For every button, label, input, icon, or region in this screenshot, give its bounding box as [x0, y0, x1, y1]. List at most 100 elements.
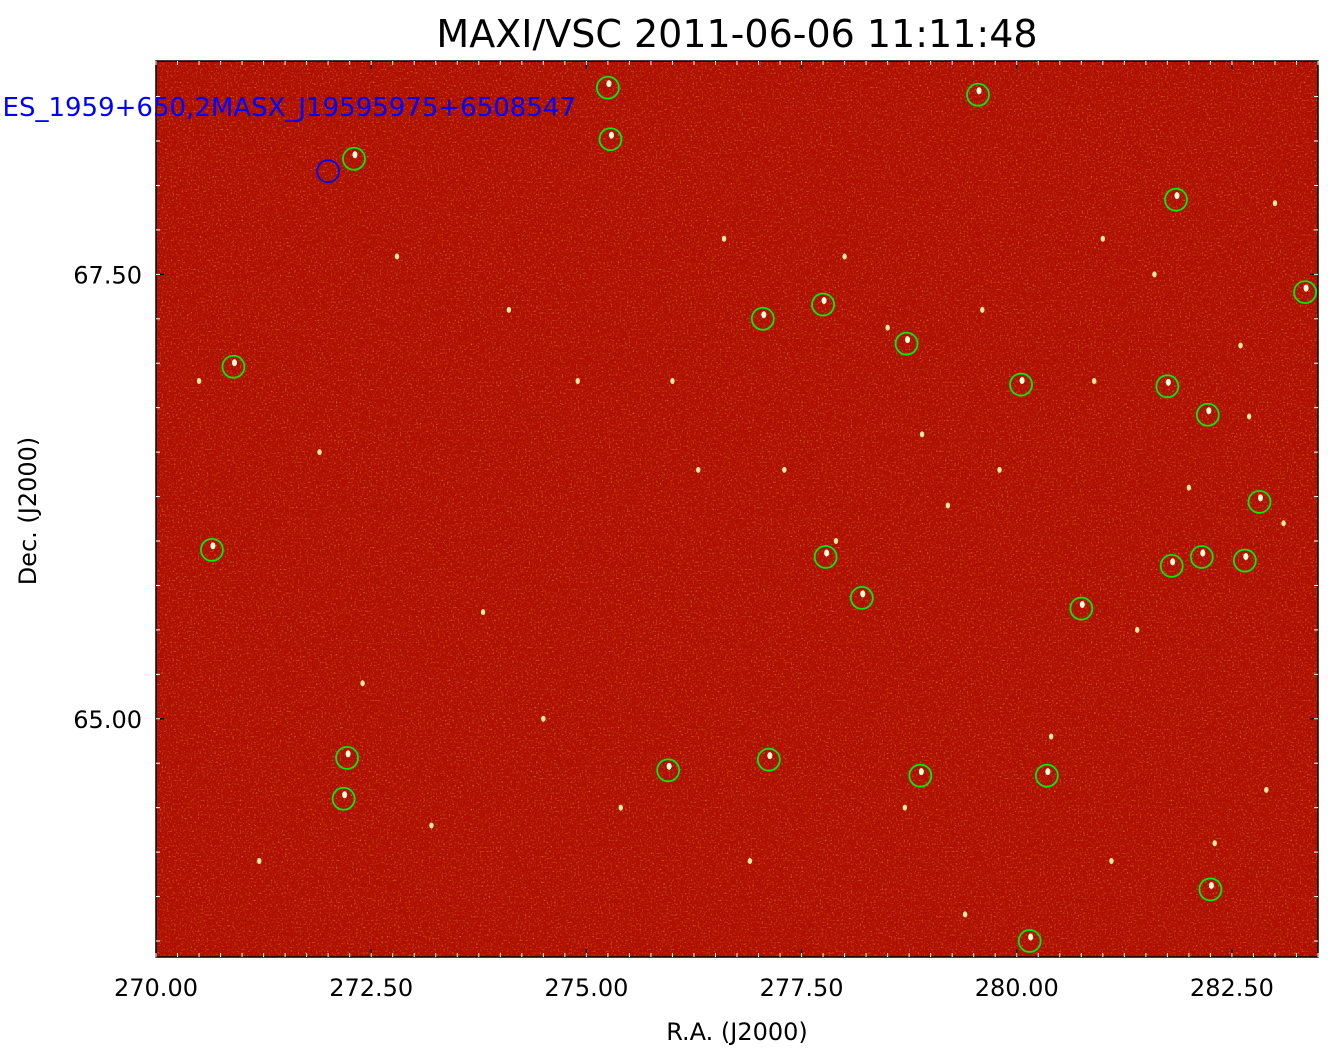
- source-spot: [342, 791, 348, 799]
- source-spot: [1020, 1012, 1025, 1019]
- tick-labels: 270.00 272.50 275.00 277.50 280.00 282.50 67.5…: [73, 261, 1274, 1002]
- y-tick-label: 65.00: [73, 706, 142, 734]
- source-marker: [1164, 187, 1188, 212]
- bright-spots: [196, 200, 1286, 1003]
- source-spot: [905, 336, 911, 344]
- source-spot: [865, 980, 870, 987]
- source-spot: [860, 590, 866, 598]
- source-spot: [1303, 284, 1309, 292]
- source-marker: [750, 306, 775, 331]
- x-tick-label: 280.00: [975, 974, 1059, 1002]
- source-marker: [331, 786, 356, 811]
- source-spot: [1019, 377, 1025, 385]
- source-marker: [908, 763, 933, 788]
- target-source-label: 1ES_1959+650,2MASX_J19595975+6508547: [0, 93, 576, 123]
- source-marker: [1034, 763, 1059, 788]
- source-marker: [756, 747, 781, 772]
- bright-spot: [1092, 378, 1097, 384]
- bright-spot: [1264, 786, 1269, 793]
- source-spot: [1243, 553, 1249, 561]
- x-tick-label: 282.50: [1190, 974, 1274, 1002]
- target-source-circle: [316, 159, 341, 184]
- bright-spot: [394, 253, 400, 260]
- source-marker: [1017, 929, 1042, 953]
- x-tick-label: 275.00: [544, 974, 628, 1002]
- bright-spot: [429, 822, 434, 829]
- axis-ticks: [155, 61, 1319, 957]
- source-spot: [606, 80, 612, 88]
- source-marker: [849, 585, 874, 610]
- source-marker: [966, 82, 990, 107]
- source-spot: [976, 87, 982, 95]
- source-spot: [1206, 407, 1212, 415]
- source-markers: [200, 75, 1317, 1040]
- source-marker: [1247, 489, 1272, 514]
- bright-spot: [885, 324, 890, 331]
- source-marker: [894, 331, 919, 356]
- source-marker: [1232, 548, 1257, 573]
- source-marker: [598, 127, 623, 152]
- source-marker: [342, 146, 366, 171]
- bright-spot: [842, 253, 847, 260]
- plot-area: [156, 61, 1318, 1040]
- source-spot: [761, 311, 767, 319]
- bright-spot: [618, 804, 623, 811]
- source-marker: [1009, 372, 1033, 397]
- bright-spot: [1238, 342, 1243, 349]
- source-spot: [824, 549, 830, 557]
- bright-spot: [1048, 733, 1054, 740]
- sky-bright-noise: [156, 61, 1318, 957]
- source-spot: [1174, 1003, 1179, 1010]
- y-tick-label: 67.50: [73, 261, 142, 289]
- source-marker: [811, 292, 835, 317]
- bright-spot: [1135, 626, 1140, 633]
- source-spot: [821, 297, 827, 305]
- source-spot: [1165, 378, 1171, 386]
- x-tick-label: 272.50: [329, 974, 413, 1002]
- bright-spot: [257, 858, 262, 864]
- bright-spot: [1186, 484, 1192, 491]
- source-spot: [1235, 1033, 1240, 1040]
- bright-spot: [196, 378, 202, 384]
- source-marker: [335, 745, 359, 770]
- bright-spot: [1212, 840, 1217, 847]
- source-spot: [1200, 549, 1206, 557]
- source-spot: [666, 762, 672, 770]
- bright-spot: [541, 715, 546, 722]
- bright-spot: [1152, 271, 1157, 278]
- source-spot: [608, 131, 614, 139]
- source-spot: [1170, 558, 1176, 566]
- source-spot: [1174, 192, 1180, 200]
- bright-spot: [919, 431, 925, 438]
- bright-spot: [1109, 858, 1114, 864]
- bright-spot: [214, 997, 218, 1003]
- source-marker: [656, 758, 681, 783]
- source-spot: [231, 359, 237, 367]
- bright-spot: [721, 235, 727, 242]
- bright-spot: [1272, 200, 1278, 207]
- source-marker: [1069, 596, 1094, 621]
- source-marker: [1195, 402, 1220, 427]
- source-spot: [352, 151, 358, 159]
- bright-spot: [506, 306, 512, 313]
- source-spot: [1079, 601, 1085, 609]
- source-marker: [1198, 877, 1223, 902]
- x-tick-label: 277.50: [760, 974, 844, 1002]
- source-spot: [210, 542, 216, 550]
- source-marker: [1010, 1008, 1032, 1030]
- source-marker: [813, 545, 838, 569]
- source-marker: [595, 75, 620, 100]
- bright-spot: [480, 609, 486, 616]
- bright-spot: [1246, 413, 1252, 420]
- bright-spot: [945, 502, 951, 509]
- source-spot: [1045, 768, 1051, 776]
- bright-spot: [962, 911, 968, 918]
- chart-title: MAXI/VSC 2011-06-06 11:11:48: [436, 12, 1037, 56]
- source-spot: [767, 752, 773, 760]
- source-marker: [1155, 374, 1180, 399]
- source-marker: [855, 976, 877, 998]
- source-marker: [1293, 280, 1317, 305]
- source-marker: [1165, 999, 1187, 1021]
- source-spot: [345, 750, 351, 758]
